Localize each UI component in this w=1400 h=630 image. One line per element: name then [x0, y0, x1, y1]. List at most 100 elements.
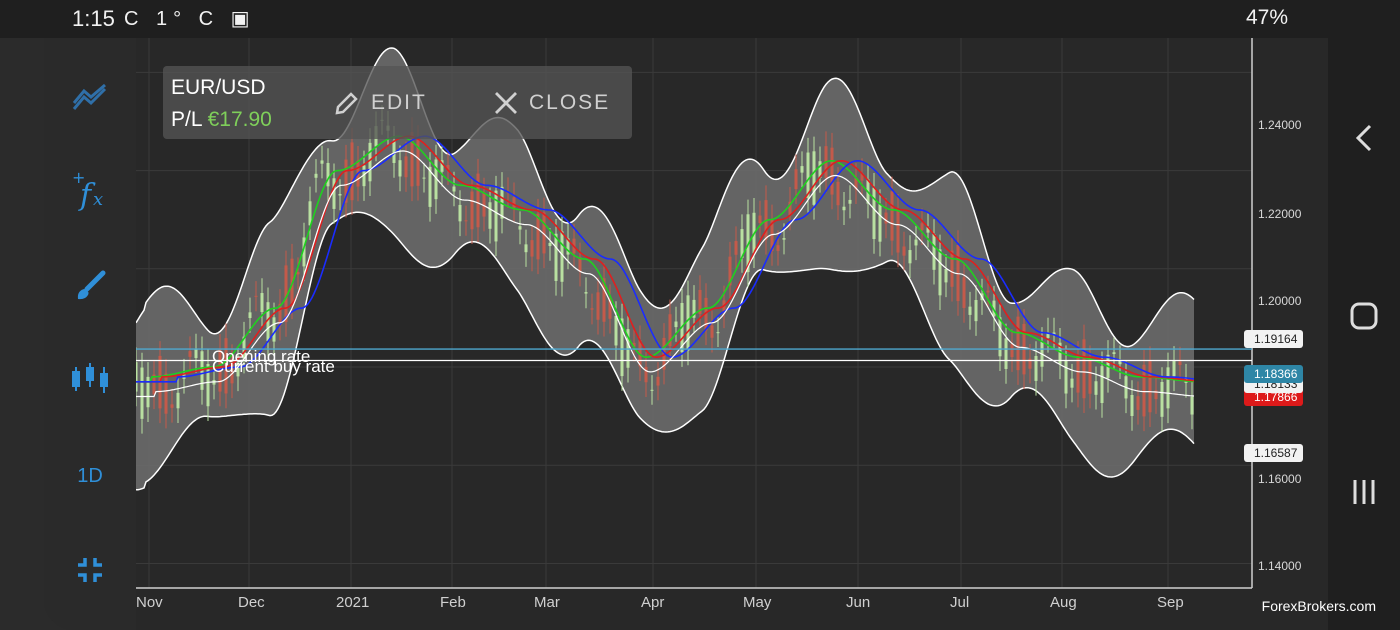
candle-body	[848, 199, 852, 204]
candle-body	[806, 152, 810, 198]
brush-icon[interactable]	[66, 262, 114, 310]
opening-rate-label: Opening rate	[212, 347, 311, 366]
price-tick: 1.16000	[1258, 472, 1302, 486]
back-button[interactable]	[1346, 118, 1382, 158]
candle-body	[1070, 378, 1074, 388]
candle-body	[584, 292, 588, 294]
candle-body	[608, 299, 612, 319]
chart-area[interactable]	[136, 38, 1328, 630]
candlestick-icon[interactable]	[66, 354, 114, 402]
candle-body	[1064, 360, 1068, 394]
candle-body	[512, 197, 516, 208]
recents-button[interactable]	[1346, 472, 1382, 512]
candle-body	[962, 277, 966, 308]
candle-body	[728, 256, 732, 286]
candle-body	[956, 244, 960, 302]
candle-body	[644, 366, 648, 383]
edit-button[interactable]: EDIT	[333, 86, 427, 120]
candle-body	[314, 173, 318, 178]
candle-body	[260, 293, 264, 313]
status-left-icons: C 1° C ▣	[124, 8, 256, 30]
candle-body	[152, 374, 156, 395]
home-icon	[1350, 302, 1378, 330]
candle-body	[578, 257, 582, 272]
candle-body	[278, 303, 282, 326]
indicator-icon[interactable]: + f x	[66, 166, 114, 214]
candle-body	[818, 161, 822, 178]
candle-body	[1148, 361, 1152, 413]
home-button[interactable]	[1346, 296, 1382, 336]
candle-body	[428, 166, 432, 207]
candle-body	[1130, 394, 1134, 416]
candle-body	[368, 142, 372, 182]
time-label: Nov	[136, 594, 163, 611]
candle-body	[902, 246, 906, 256]
candle-body	[254, 295, 258, 297]
candle-body	[542, 212, 546, 254]
candle-body	[530, 240, 534, 257]
candle-body	[800, 166, 804, 173]
candle-body	[698, 289, 702, 314]
candle-body	[1154, 390, 1158, 400]
candle-body	[686, 295, 690, 351]
candle-body	[1142, 364, 1146, 417]
candle-body	[284, 265, 288, 323]
time-label: Dec	[238, 594, 265, 611]
candle-body	[332, 178, 336, 209]
edit-label: EDIT	[371, 91, 427, 114]
close-button[interactable]: CLOSE	[493, 86, 610, 120]
candle-body	[1100, 366, 1104, 404]
candle-body	[320, 160, 324, 164]
candle-body	[632, 342, 636, 347]
candle-body	[776, 245, 780, 251]
time-label: 2021	[336, 594, 370, 611]
candle-body	[392, 140, 396, 163]
candle-body	[548, 242, 552, 247]
candle-body	[1094, 381, 1098, 395]
candle-body	[986, 290, 990, 293]
candle-body	[1118, 360, 1122, 365]
candle-body	[740, 229, 744, 259]
candle-body	[842, 206, 846, 211]
candle-body	[1082, 339, 1086, 399]
candle-body	[716, 332, 720, 334]
battery-level: 47%	[1245, 6, 1288, 29]
candle-body	[974, 299, 978, 322]
candle-body	[248, 312, 252, 319]
timeframe-button[interactable]: 1D	[77, 464, 103, 487]
candle-body	[272, 317, 276, 342]
candle-body	[722, 300, 726, 314]
lower-band-line	[136, 211, 1195, 491]
lower-band-tag: 1.16587	[1244, 444, 1304, 462]
candle-body	[338, 193, 342, 196]
price-tick: 1.22000	[1258, 207, 1302, 221]
candle-body	[206, 363, 210, 407]
candle-body	[350, 142, 354, 201]
candle-body	[164, 373, 168, 414]
candle-body	[596, 292, 600, 320]
candle-body	[566, 238, 570, 255]
price-tick: 1.14000	[1258, 559, 1302, 573]
candle-body	[1028, 358, 1032, 369]
candle-body	[674, 321, 678, 328]
back-icon	[1355, 124, 1372, 152]
candle-body	[560, 231, 564, 282]
candle-body	[440, 160, 444, 172]
collapse-icon[interactable]	[66, 546, 114, 594]
candle-body	[920, 223, 924, 231]
candle-body	[944, 269, 948, 283]
candle-body	[242, 336, 246, 359]
candle-body	[410, 131, 414, 187]
candle-body	[836, 181, 840, 206]
time-label: Mar	[534, 594, 560, 611]
trend-icon[interactable]	[66, 74, 114, 122]
close-label: CLOSE	[529, 91, 611, 114]
candle-body	[878, 204, 882, 242]
current-rate-tag: 1.18366	[1244, 365, 1304, 383]
green-moving-average	[136, 135, 1195, 383]
candle-body	[1178, 361, 1182, 366]
svg-text:+: +	[72, 169, 85, 187]
candle-body	[290, 258, 294, 305]
recents-icon	[1353, 480, 1375, 504]
candle-body	[1190, 396, 1194, 415]
